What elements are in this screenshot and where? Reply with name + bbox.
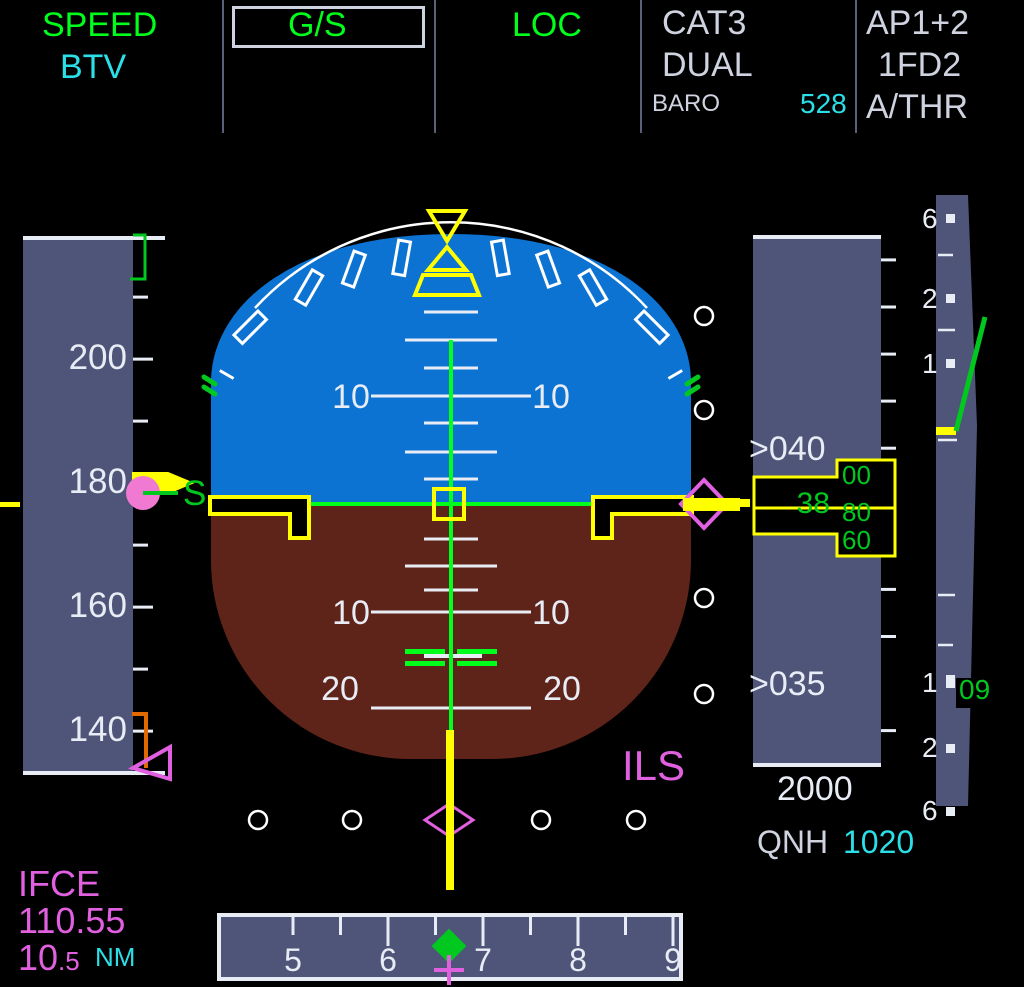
svg-text:20: 20 (321, 670, 359, 708)
svg-text:10: 10 (332, 594, 370, 632)
svg-text:10: 10 (332, 378, 370, 416)
svg-text:10: 10 (532, 594, 570, 632)
svg-text:20: 20 (543, 670, 581, 708)
svg-text:10: 10 (532, 378, 570, 416)
